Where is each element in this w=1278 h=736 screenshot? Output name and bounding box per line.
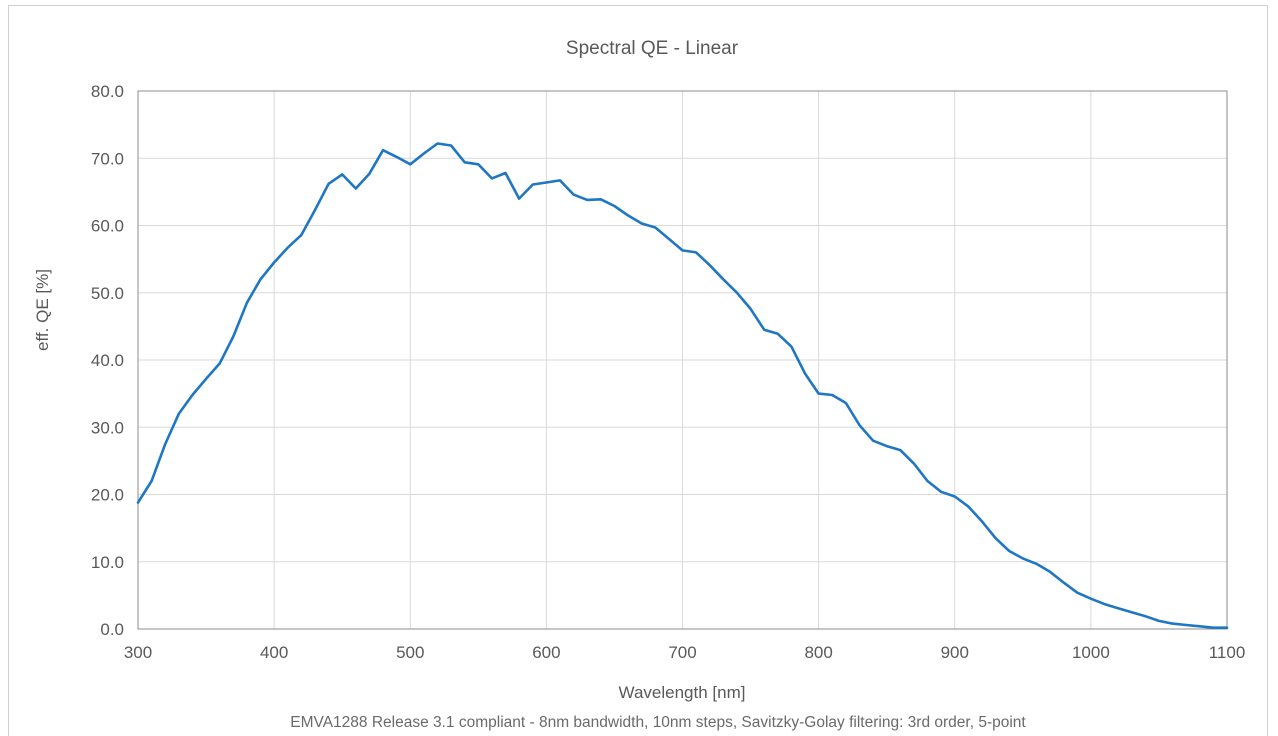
- x-axis-label: Wavelength [nm]: [619, 683, 746, 702]
- x-tick-label: 700: [668, 643, 696, 662]
- series-line-qe: [136, 142, 1229, 629]
- x-tick-label: 1000: [1072, 643, 1110, 662]
- y-tick-label: 60.0: [91, 217, 124, 236]
- x-tick-label: 600: [532, 643, 560, 662]
- x-tick-label: 900: [941, 643, 969, 662]
- y-tick-label: 0.0: [100, 620, 124, 639]
- y-tick-label: 30.0: [91, 418, 124, 437]
- y-tick-label: 40.0: [91, 351, 124, 370]
- x-tick-label: 500: [396, 643, 424, 662]
- plot-area: [137, 90, 1228, 630]
- y-tick-label: 80.0: [91, 82, 124, 101]
- y-tick-label: 20.0: [91, 486, 124, 505]
- chart-frame: [8, 5, 1268, 736]
- gridlines: [138, 90, 1227, 629]
- y-axis-label: eff. QE [%]: [33, 269, 52, 351]
- y-tick-label: 50.0: [91, 284, 124, 303]
- footnote: EMVA1288 Release 3.1 compliant - 8nm ban…: [290, 714, 1026, 731]
- y-tick-label: 10.0: [91, 553, 124, 572]
- y-axis-ticks: 0.0 10.0 20.0 30.0 40.0 50.0 60.0 70.0 80.0: [91, 82, 124, 639]
- x-tick-label: 400: [260, 643, 288, 662]
- x-tick-label: 1100: [1209, 643, 1246, 662]
- y-tick-label: 70.0: [91, 149, 124, 168]
- x-tick-label: 800: [804, 643, 832, 662]
- chart-title: Spectral QE - Linear: [566, 38, 739, 59]
- x-axis-ticks: 300 400 500 600 700 800 900 1000 1100: [124, 643, 1245, 662]
- x-tick-label: 300: [124, 643, 152, 662]
